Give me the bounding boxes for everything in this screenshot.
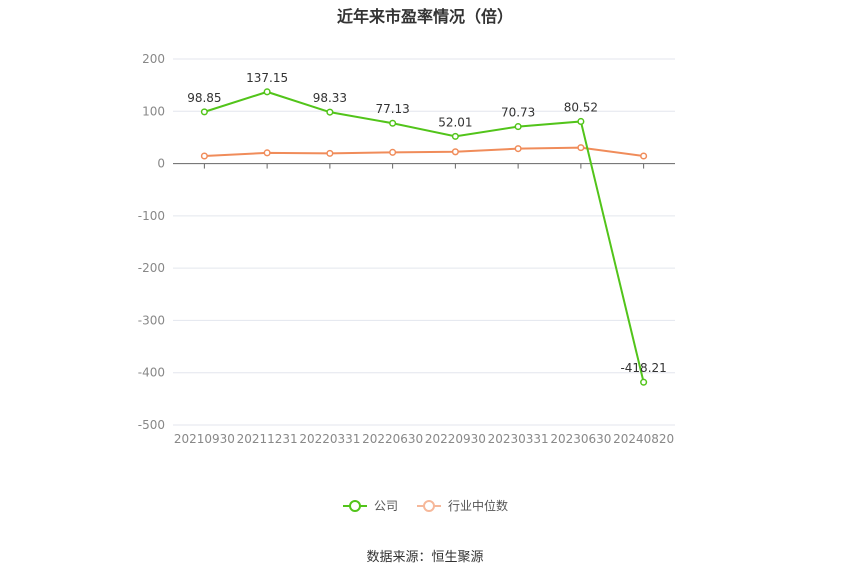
data-point-company[interactable] <box>389 119 397 127</box>
data-point-company[interactable] <box>640 378 648 386</box>
data-label-company: 98.85 <box>187 91 221 105</box>
data-point-industry[interactable] <box>640 152 648 160</box>
data-label-company: 80.52 <box>564 100 598 114</box>
data-label-company: 70.73 <box>501 106 535 120</box>
data-point-company[interactable] <box>514 123 522 131</box>
legend: 公司 行业中位数 <box>0 497 850 514</box>
data-label-company: 52.01 <box>438 115 472 129</box>
data-point-industry[interactable] <box>200 152 208 160</box>
y-tick-label: -200 <box>138 261 165 275</box>
data-point-company[interactable] <box>326 108 334 116</box>
series-line-industry <box>204 146 644 157</box>
x-tick-label: 20220331 <box>299 432 360 446</box>
y-axis-ticks: 200 100 0 -100 -200 -300 -400 -500 <box>138 52 165 432</box>
series-line-company <box>204 90 645 383</box>
data-point-company[interactable] <box>263 88 271 96</box>
data-point-industry[interactable] <box>451 148 459 156</box>
data-label-company: 77.13 <box>375 102 409 116</box>
x-tick-label: 20230630 <box>550 432 611 446</box>
data-point-company[interactable] <box>200 108 208 116</box>
y-tick-label: -500 <box>138 418 165 432</box>
y-tick-label: -400 <box>138 366 165 380</box>
chart-title: 近年来市盈率情况（倍） <box>336 7 513 26</box>
x-axis-ticks: 20210930 20211231 20220331 20220630 20220930… <box>174 163 674 446</box>
data-point-company[interactable] <box>577 117 585 126</box>
pe-line-chart: 200 100 0 -100 -200 -300 -400 -500 20210930 2021… <box>138 52 675 446</box>
data-point-company[interactable] <box>451 132 459 140</box>
data-point-industry[interactable] <box>389 148 397 156</box>
data-point-industry[interactable] <box>326 149 334 157</box>
data-label-company: 98.33 <box>313 91 347 105</box>
data-point-industry[interactable] <box>577 144 585 152</box>
series-layer <box>200 88 648 386</box>
data-point-industry[interactable] <box>263 149 271 157</box>
grid-lines <box>173 58 675 426</box>
x-tick-label: 20210930 <box>174 432 235 446</box>
y-tick-label: 100 <box>142 104 165 118</box>
y-tick-label: 0 <box>157 157 165 171</box>
data-labels: 98.85 137.15 98.33 77.13 52.01 70.73 80.52 -418… <box>187 71 667 375</box>
x-tick-label: 20240820 <box>613 432 674 446</box>
y-tick-label: -100 <box>138 209 165 223</box>
data-label-company: -418.21 <box>620 361 666 375</box>
data-source: 数据来源：恒生聚源 <box>366 550 484 565</box>
legend-item-industry[interactable]: 行业中位数 <box>416 497 508 514</box>
x-tick-label: 20220630 <box>362 432 423 446</box>
legend-label-company: 公司 <box>373 499 398 513</box>
y-tick-label: -300 <box>138 313 165 327</box>
x-tick-label: 20220930 <box>425 432 486 446</box>
legend-company-marker <box>342 499 367 512</box>
legend-item-company[interactable]: 公司 <box>342 497 398 514</box>
y-tick-label: 200 <box>142 52 165 66</box>
data-label-company: 137.15 <box>246 71 288 85</box>
x-tick-label: 20230331 <box>488 432 549 446</box>
x-tick-label: 20211231 <box>237 432 298 446</box>
legend-label-industry: 行业中位数 <box>448 499 509 513</box>
data-point-industry[interactable] <box>514 145 522 153</box>
legend-industry-marker <box>417 499 441 512</box>
